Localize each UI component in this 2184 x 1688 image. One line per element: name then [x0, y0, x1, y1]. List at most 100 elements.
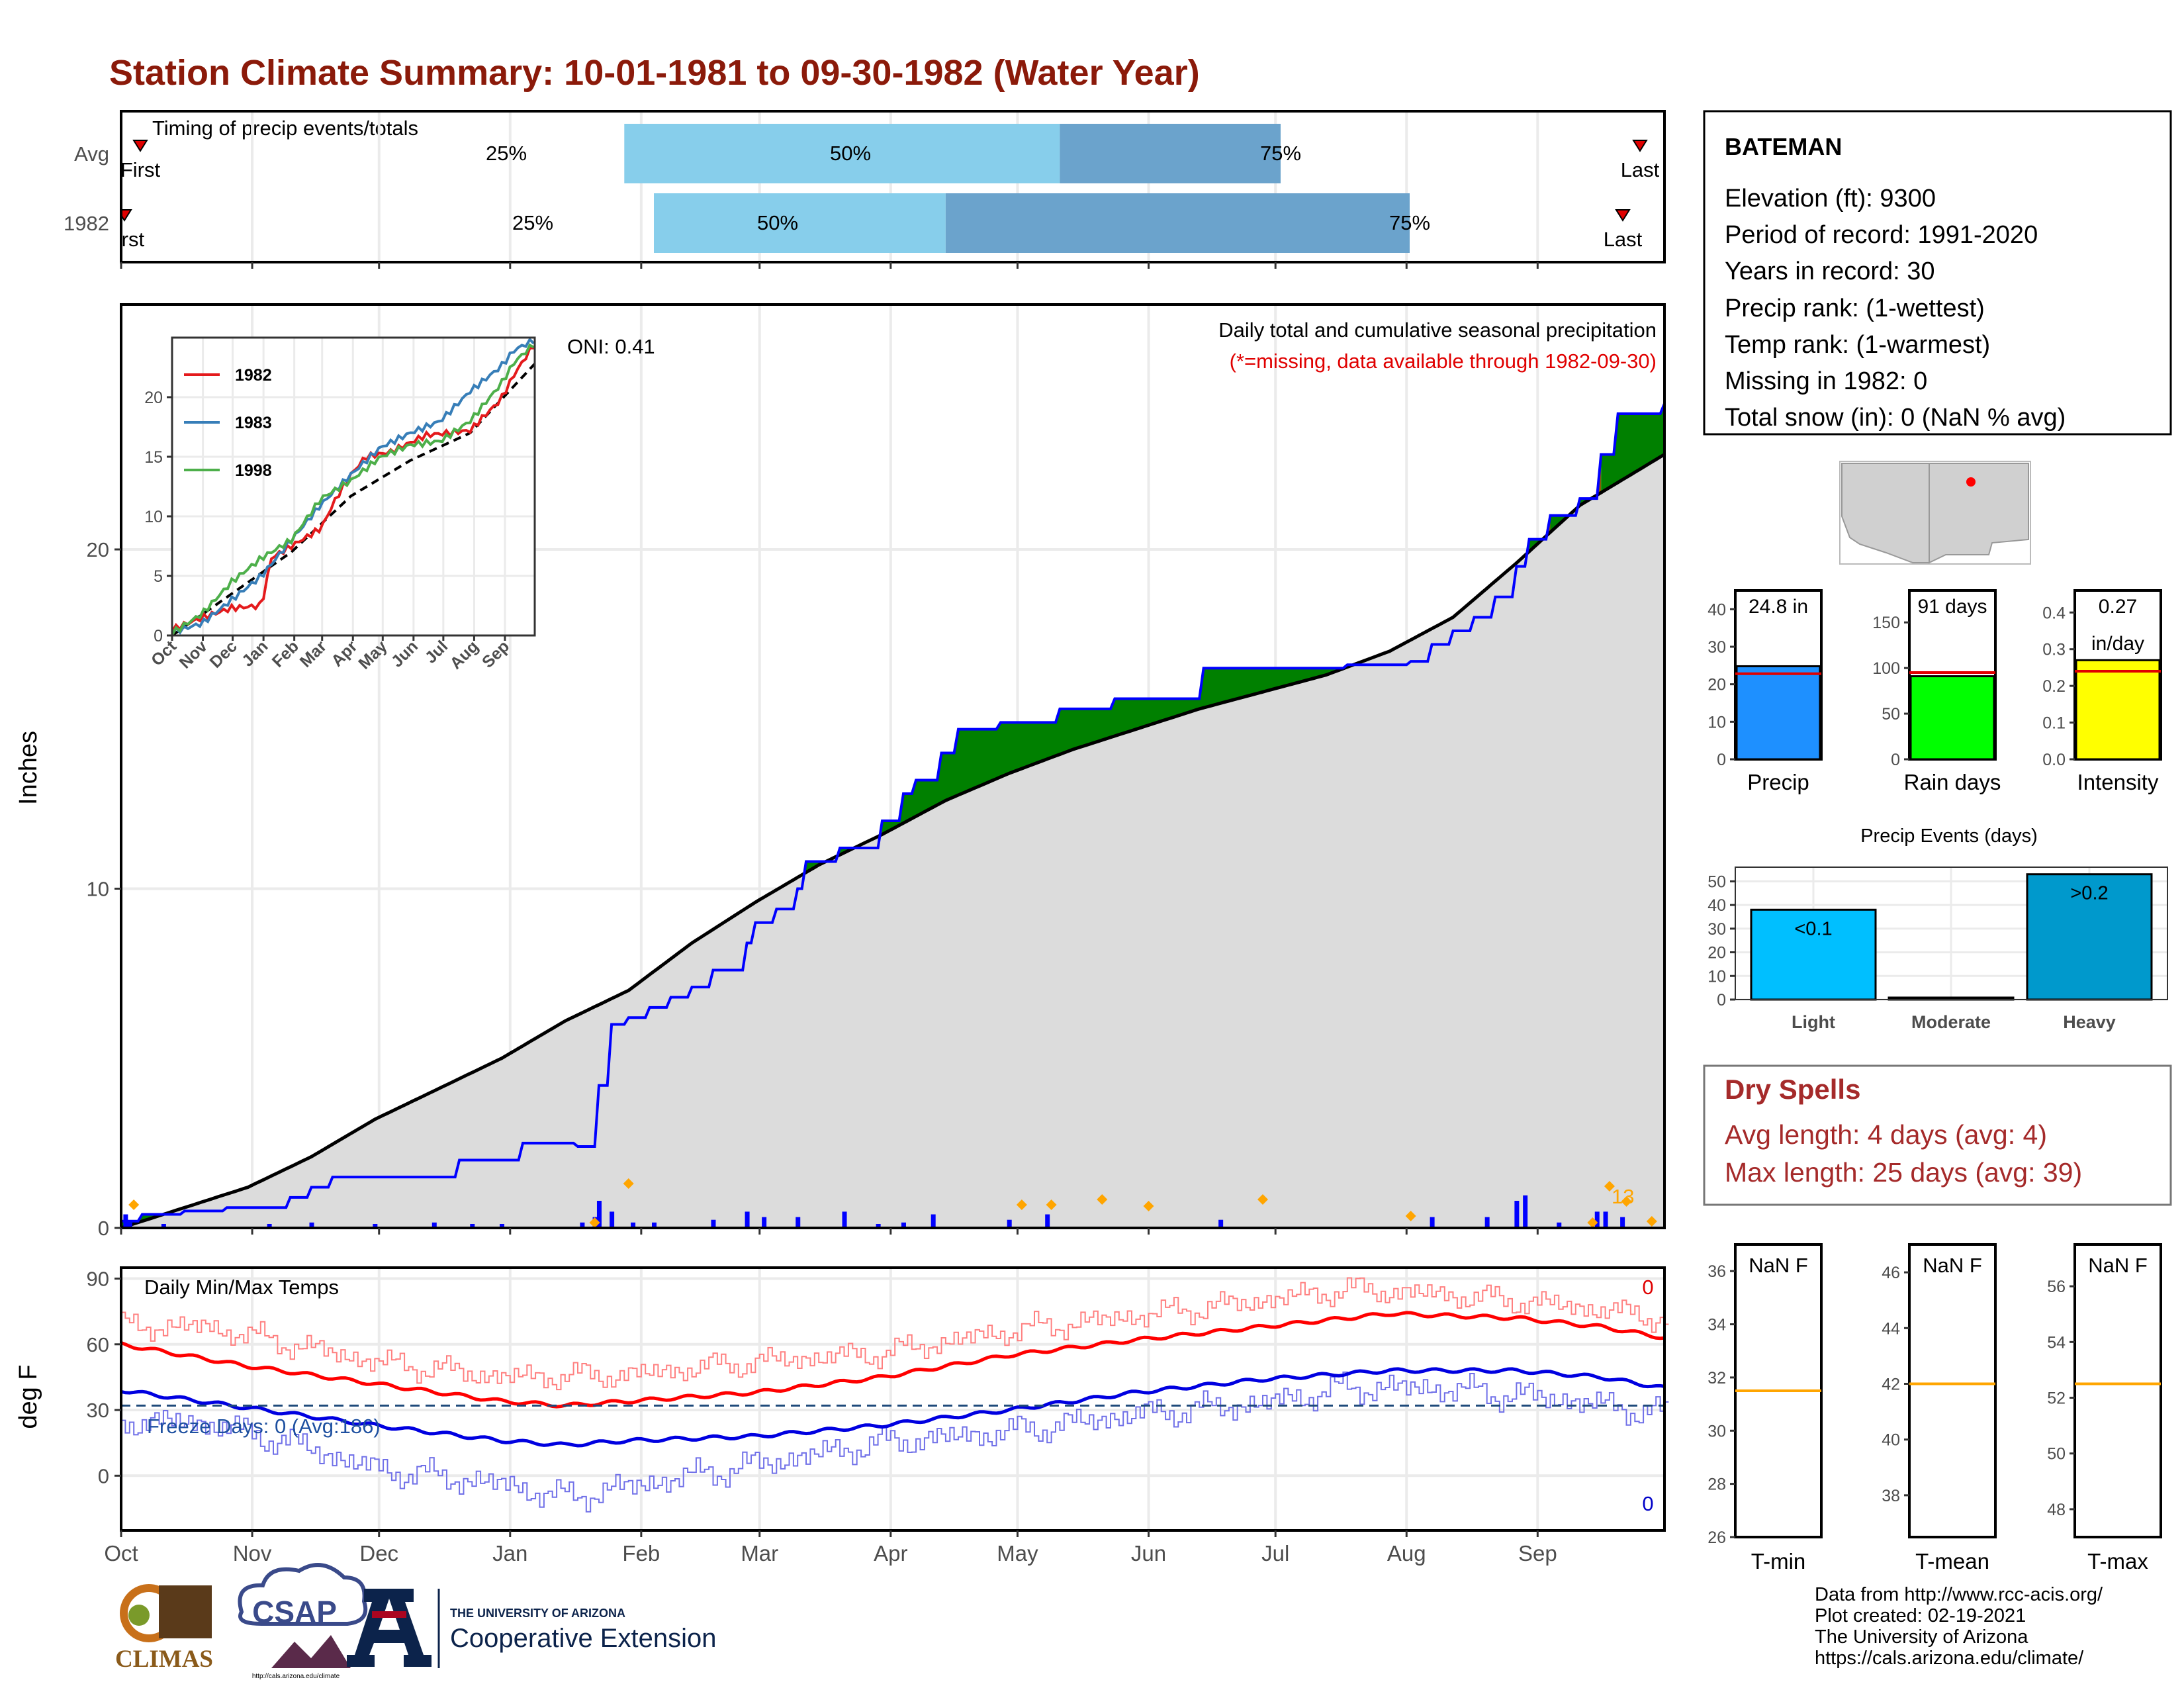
- month-label: Aug: [1387, 1541, 1426, 1566]
- climatology-area: [121, 454, 1664, 1228]
- inset-legend-label: 1982: [235, 366, 272, 385]
- daily-precip-bar: [1484, 1217, 1490, 1228]
- timing-row-label: Avg: [74, 142, 109, 165]
- heavy-event-marker: [1646, 1216, 1657, 1227]
- temp-bg: [121, 1268, 1664, 1530]
- summary-y-label: 20: [1707, 676, 1726, 694]
- dry-spells-max: Max length: 25 days (avg: 39): [1725, 1157, 2082, 1188]
- y-tick-label: 30: [87, 1399, 109, 1422]
- daily-precip-bar: [1514, 1201, 1520, 1228]
- events-bar-heavy: [2026, 873, 2153, 1001]
- timing-panel: Timing of precip events/totals 25% 50% 75%…: [0, 110, 1666, 269]
- climas-logo: CLIMAS: [115, 1584, 213, 1673]
- heavy-event-marker: [1016, 1199, 1027, 1210]
- temp-summary-label: T-max: [2087, 1549, 2148, 1573]
- daily-precip-bar: [1523, 1195, 1528, 1228]
- daily-precip-bar: [470, 1224, 475, 1228]
- temp-summary-y-label: 34: [1707, 1316, 1726, 1335]
- ua-line1: THE UNIVERSITY OF ARIZONA: [450, 1607, 625, 1620]
- summary-y-label: 0.1: [2042, 714, 2066, 733]
- heavy-event-marker: [1604, 1181, 1615, 1192]
- temp-summary-y-label: 38: [1882, 1487, 1900, 1505]
- summary-y-label: 0.4: [2042, 604, 2066, 622]
- temp-summary-label: T-mean: [1915, 1549, 1989, 1573]
- station-snow: Total snow (in): 0 (NaN % avg): [1725, 404, 2066, 432]
- footer-line4: https://cals.arizona.edu/climate/: [1815, 1648, 2084, 1669]
- events-category-label: Heavy: [2063, 1012, 2116, 1032]
- dry-spells-title: Dry Spells: [1725, 1074, 1860, 1105]
- observed-cumulative-line: [121, 402, 1666, 1223]
- summary-y-label: 150: [1872, 614, 1900, 632]
- summary-y-label: 40: [1707, 600, 1726, 619]
- summary-y-label: 50: [1882, 705, 1900, 724]
- month-label: Jun: [1131, 1541, 1166, 1566]
- inset-y-label: 5: [154, 567, 163, 586]
- summary-value-unit: in/day: [2091, 633, 2144, 655]
- daily-precip-bar: [876, 1224, 881, 1228]
- temp-summary-y-label: 50: [2047, 1445, 2066, 1464]
- daily-precip-bar: [1557, 1222, 1562, 1228]
- temp-ylabel: deg F: [15, 1364, 42, 1429]
- inset-legend-label: 1998: [235, 461, 272, 480]
- y-tick-label: 0: [98, 1464, 109, 1487]
- min-count-label: 0: [1642, 1492, 1653, 1515]
- inset-chart: 19821983199805101520OctNovDecJanFebMarAp…: [144, 336, 536, 673]
- events-y-label: 0: [1717, 991, 1726, 1009]
- last-event-marker: [1632, 140, 1648, 152]
- y-tick-label: 20: [87, 538, 109, 561]
- summary-bar-rain-days: [1909, 675, 1995, 761]
- precip-subtitle: (*=missing, data available through 1982-…: [1230, 350, 1657, 373]
- footer-line1: Data from http://www.rcc-acis.org/: [1815, 1584, 2103, 1605]
- precip-events-chart: <0.1 Light Moderate >0.2 Heavy 0 10 20 30 40 50: [1707, 867, 2168, 1032]
- station-name: BATEMAN: [1725, 133, 1842, 160]
- daily-precip-bar: [309, 1222, 314, 1228]
- month-label: Dec: [359, 1541, 398, 1566]
- daily-precip-bar: [127, 1222, 132, 1228]
- y-tick-label: 60: [87, 1333, 109, 1356]
- temp-summary-y-label: 54: [2047, 1333, 2066, 1352]
- daily-precip-bar: [596, 1201, 602, 1228]
- summary-panel-label: Intensity: [2077, 770, 2159, 794]
- summary-y-label: 0: [1891, 751, 1900, 769]
- inset-legend-label: 1983: [235, 414, 272, 432]
- heavy-event-marker: [589, 1217, 600, 1228]
- timing-panel-border: [120, 110, 1666, 263]
- daily-precip-bar: [161, 1224, 166, 1228]
- daily-precip-bar: [762, 1217, 767, 1228]
- timing-bar-q50-q75: [945, 193, 1410, 253]
- timing-p25-label: 25%: [512, 211, 553, 234]
- temp-panel: 0 30 60 90 Oct Nov Dec Jan Feb Mar Apr May Jun Jul Aug…: [87, 1266, 1669, 1566]
- daily-precip-bar: [1430, 1217, 1435, 1228]
- summary-y-label: 30: [1707, 638, 1726, 657]
- daily-precip-bar: [796, 1217, 801, 1228]
- month-label: Feb: [622, 1541, 660, 1566]
- temp-summary-label: T-min: [1751, 1549, 1806, 1573]
- daily-precip-bar: [1007, 1219, 1012, 1228]
- summary-bars: 24.8 in 0 10 20 30 40 Precip 91 days 0 50 100 150 Ra…: [1707, 589, 2162, 794]
- temp-summary-y-label: 40: [1882, 1431, 1900, 1450]
- summary-value-text: 24.8 in: [1749, 596, 1808, 618]
- heavy-event-marker: [1143, 1201, 1154, 1211]
- daily-precip-bar: [1620, 1217, 1625, 1228]
- timing-p25-label: 25%: [486, 142, 527, 165]
- inset-y-label: 15: [144, 448, 163, 467]
- heavy-event-marker: [1587, 1217, 1598, 1228]
- inset-series-1998: [171, 343, 535, 636]
- freeze-label: Freeze Days: 0 (Avg:186): [147, 1415, 381, 1438]
- page-title: Station Climate Summary: 10-01-1981 to 0…: [109, 53, 1200, 93]
- summary-y-label: 0: [1717, 751, 1726, 769]
- dry-spells-avg: Avg length: 4 days (avg: 4): [1725, 1119, 2047, 1150]
- station-period: Period of record: 1991-2020: [1725, 221, 2038, 249]
- station-marker: [1966, 477, 1976, 487]
- events-bar-label: >0.2: [2070, 883, 2108, 904]
- daily-precip-bar: [1594, 1211, 1600, 1228]
- summary-y-label: 100: [1872, 659, 1900, 678]
- daily-precip-bar: [1045, 1214, 1050, 1228]
- station-missing: Missing in 1982: 0: [1725, 367, 1927, 395]
- max-count-label: 0: [1642, 1276, 1653, 1299]
- temp-summary-y-label: 36: [1707, 1262, 1726, 1281]
- month-label: Nov: [233, 1541, 272, 1566]
- summary-value-text: 91 days: [1917, 596, 1987, 618]
- precip-title: Daily total and cumulative seasonal prec…: [1218, 318, 1657, 342]
- inset-y-label: 10: [144, 508, 163, 526]
